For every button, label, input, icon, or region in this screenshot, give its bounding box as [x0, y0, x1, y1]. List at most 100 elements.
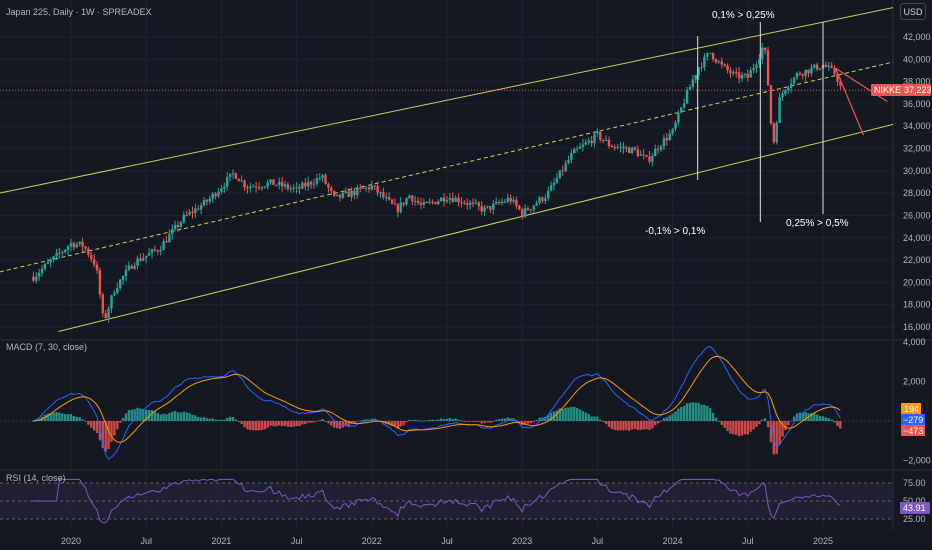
candle-body: [92, 259, 96, 265]
candle-body: [732, 71, 735, 74]
candle-body: [64, 249, 67, 253]
macd-histogram-bar: [416, 420, 420, 422]
macd-histogram-bar: [720, 421, 723, 425]
macd-histogram-bar: [529, 421, 533, 424]
candle-body: [101, 294, 105, 314]
macd-histogram-bar: [408, 419, 411, 421]
macd-histogram-bar: [547, 414, 550, 421]
macd-histogram-bar: [142, 409, 145, 421]
macd-histogram-bar: [32, 421, 35, 422]
currency-button[interactable]: USD: [900, 3, 926, 20]
rsi-tick-label: 50.00: [903, 496, 926, 506]
candle-body: [769, 85, 773, 124]
macd-histogram-bar: [766, 421, 770, 428]
candle-body: [651, 156, 654, 162]
macd-histogram-bar: [732, 421, 735, 435]
projection-arrow: [835, 67, 888, 103]
macd-histogram-bar: [711, 412, 715, 421]
macd-histogram-bar: [515, 419, 518, 421]
macd-histogram-bar: [84, 421, 87, 422]
macd-histogram-bar: [480, 421, 483, 424]
macd-histogram-bar: [202, 417, 206, 421]
macd-histogram-bar: [208, 418, 212, 421]
macd-histogram-bar: [197, 416, 200, 421]
macd-histogram-bar: [457, 419, 460, 421]
macd-histogram-bar: [599, 419, 602, 421]
macd-histogram-bar: [173, 411, 177, 421]
macd-histogram-bar: [749, 421, 752, 432]
macd-histogram-bar: [304, 421, 307, 425]
macd-histogram-bar: [254, 421, 258, 431]
candle-body: [523, 208, 527, 217]
candle-body: [344, 191, 347, 193]
candle-body: [185, 214, 188, 216]
candle-body: [601, 139, 605, 141]
macd-histogram-bar: [526, 421, 530, 424]
candle-body: [390, 199, 394, 204]
candle-body: [587, 140, 590, 143]
macd-histogram-bar: [761, 419, 764, 421]
candle-body: [191, 211, 194, 213]
price-tick-label: 30,000: [903, 166, 931, 176]
candle-body: [497, 201, 501, 203]
candle-body: [90, 254, 93, 260]
macd-histogram-bar: [775, 421, 778, 454]
candle-body: [494, 201, 498, 204]
macd-histogram-bar: [636, 421, 640, 430]
macd-histogram-bar: [769, 421, 773, 443]
macd-histogram-bar: [257, 421, 261, 431]
candle-body: [709, 52, 712, 54]
macd-histogram-bar: [252, 421, 255, 431]
candle-body: [711, 52, 715, 60]
candle-body: [564, 163, 567, 172]
macd-histogram-bar: [280, 421, 284, 427]
candle-body: [422, 202, 426, 205]
macd-histogram-bar: [541, 417, 544, 421]
macd-histogram-bar: [396, 421, 400, 429]
candle-body: [116, 287, 119, 293]
candle-body: [720, 61, 723, 65]
candle-body: [827, 65, 830, 67]
macd-histogram-bar: [249, 421, 252, 431]
candle-body: [457, 197, 460, 203]
macd-histogram-bar: [179, 412, 183, 421]
candle-body: [159, 250, 162, 252]
candle-body: [772, 123, 776, 143]
price-tick-label: 38,000: [903, 77, 931, 87]
candle-body: [656, 148, 660, 150]
candle-body: [130, 265, 133, 269]
macd-histogram-bar: [648, 421, 651, 430]
macd-histogram-bar: [639, 421, 642, 430]
macd-histogram-bar: [260, 421, 264, 431]
macd-histogram-bar: [604, 421, 608, 424]
candle-body: [428, 201, 431, 203]
candle-body: [95, 264, 99, 271]
candle-body: [205, 199, 209, 202]
price-tick-label: 26,000: [903, 210, 931, 220]
macd-signal-line: [33, 355, 841, 443]
candle-body: [361, 188, 365, 190]
rsi-tick-label: 25.00: [903, 514, 926, 524]
candle-body: [254, 186, 258, 188]
macd-histogram-bar: [622, 421, 625, 431]
chart-title: Japan 225, Daily · 1W · SPREADEX: [6, 7, 152, 17]
candle-body: [575, 148, 579, 150]
macd-histogram-bar: [792, 416, 796, 421]
candle-body: [327, 183, 330, 188]
macd-histogram-bar: [318, 420, 321, 421]
macd-histogram-bar: [387, 421, 391, 425]
macd-histogram-bar: [616, 421, 619, 431]
candle-body: [330, 187, 333, 192]
macd-histogram-bar: [223, 419, 226, 421]
candle-body: [795, 73, 799, 78]
candle-body: [75, 244, 78, 248]
candle-body: [124, 269, 128, 277]
macd-histogram-bar: [272, 421, 275, 427]
macd-histogram-bar: [630, 421, 634, 430]
candle-body: [379, 192, 382, 194]
macd-histogram-bar: [220, 419, 223, 421]
macd-histogram-bar: [532, 421, 535, 422]
candle-body: [217, 191, 220, 197]
macd-histogram-bar: [324, 421, 327, 422]
